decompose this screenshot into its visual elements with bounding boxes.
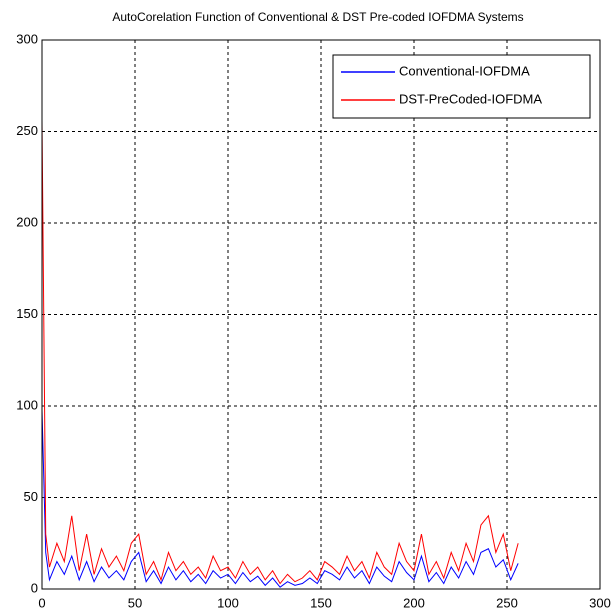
x-tick-label: 0	[38, 595, 45, 610]
legend-label: DST-PreCoded-IOFDMA	[399, 91, 542, 106]
y-tick-label: 50	[24, 489, 38, 504]
y-tick-label: 0	[31, 580, 38, 595]
series-line	[41, 409, 519, 588]
x-tick-label: 100	[217, 595, 239, 610]
legend-box	[332, 54, 591, 119]
x-tick-label: 50	[128, 595, 142, 610]
series-line	[41, 120, 519, 585]
y-tick-label: 100	[16, 397, 38, 412]
x-tick-label: 150	[310, 595, 332, 610]
y-tick-label: 200	[16, 214, 38, 229]
plot-frame	[41, 39, 601, 590]
x-tick-label: 300	[589, 595, 611, 610]
legend-label: Conventional-IOFDMA	[399, 63, 530, 78]
x-tick-label: 250	[496, 595, 518, 610]
y-tick-label: 150	[16, 306, 38, 321]
x-tick-label: 200	[403, 595, 425, 610]
y-tick-label: 300	[16, 31, 38, 46]
y-tick-label: 250	[16, 123, 38, 138]
chart-title: AutoCorelation Function of Conventional …	[112, 10, 523, 24]
